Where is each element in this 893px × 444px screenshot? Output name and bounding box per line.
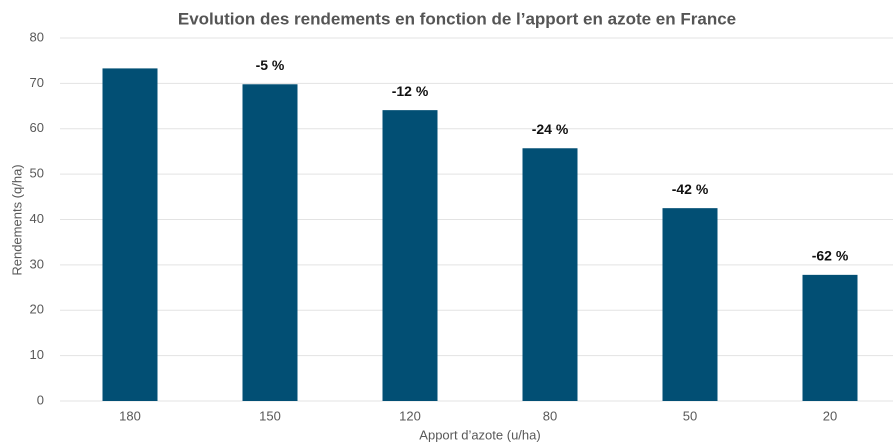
x-tick-label: 50 xyxy=(683,408,697,423)
annotation: -12 % xyxy=(392,83,429,99)
y-tick-label: 70 xyxy=(30,75,44,90)
annotation: -42 % xyxy=(672,181,709,197)
bar xyxy=(382,110,438,402)
y-tick-label: 80 xyxy=(30,29,44,44)
bar xyxy=(102,68,158,402)
x-axis-label: Apport d’azote (u/ha) xyxy=(419,427,540,442)
chart-title: Evolution des rendements en fonction de … xyxy=(178,9,736,28)
y-tick-label: 30 xyxy=(30,256,44,271)
y-tick-label: 10 xyxy=(30,347,44,362)
y-axis-label: Rendements (q/ha) xyxy=(9,164,24,275)
x-tick-label: 120 xyxy=(399,408,421,423)
annotation: -24 % xyxy=(532,121,569,137)
annotation: -62 % xyxy=(812,248,849,264)
x-tick-label: 80 xyxy=(543,408,557,423)
bar xyxy=(242,84,298,401)
bar xyxy=(522,148,578,401)
y-tick-label: 40 xyxy=(30,211,44,226)
bar xyxy=(662,208,718,401)
y-tick-label: 50 xyxy=(30,166,44,181)
y-tick-label: 0 xyxy=(37,392,44,407)
y-tick-label: 60 xyxy=(30,120,44,135)
x-tick-label: 20 xyxy=(823,408,837,423)
x-tick-label: 180 xyxy=(119,408,141,423)
x-tick-label: 150 xyxy=(259,408,281,423)
annotation: -5 % xyxy=(256,57,285,73)
y-tick-label: 20 xyxy=(30,302,44,317)
bar xyxy=(802,274,858,401)
